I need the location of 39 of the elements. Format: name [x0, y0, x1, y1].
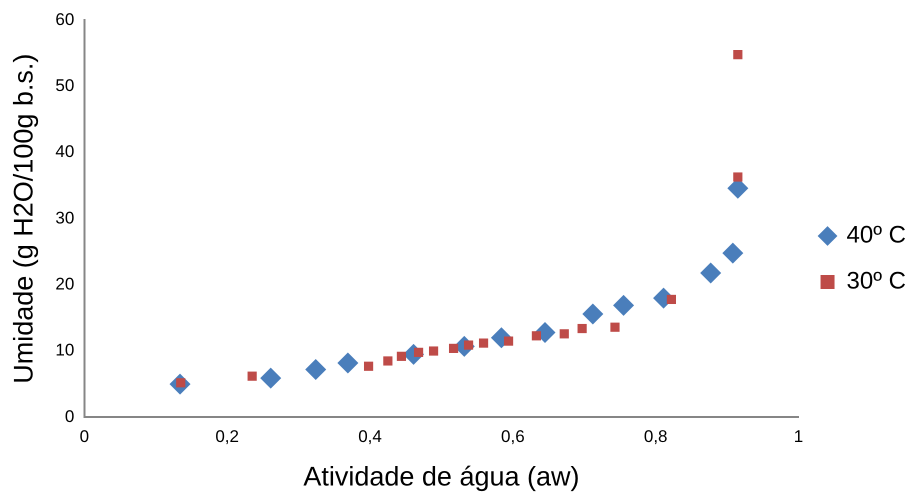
y-axis-title: Umidade (g H2O/100g b.s.)	[8, 54, 39, 384]
x-tick-label: 0	[80, 427, 90, 446]
point	[666, 294, 676, 304]
y-tick-label: 50	[55, 76, 74, 96]
x-tick-label: 0,2	[215, 427, 239, 446]
point	[428, 346, 438, 356]
point	[613, 294, 634, 316]
point	[383, 356, 392, 366]
y-tick-label: 60	[55, 10, 74, 29]
x-axis-title: Atividade de água (aw)	[303, 461, 580, 492]
point	[248, 372, 257, 381]
point	[337, 352, 358, 374]
y-tick-label: 10	[55, 340, 74, 360]
point	[364, 362, 374, 371]
point	[478, 338, 488, 348]
point	[560, 329, 569, 338]
point	[504, 336, 514, 346]
y-tick-label: 0	[64, 406, 74, 426]
legend-label: 30º C	[846, 268, 906, 295]
point	[610, 322, 620, 332]
y-tick-label: 20	[55, 274, 74, 294]
x-tick-label: 0,4	[358, 427, 382, 446]
point	[260, 368, 282, 389]
legend-label: 40º C	[846, 222, 906, 249]
point	[448, 344, 458, 353]
x-tick-label: 1	[794, 427, 804, 446]
x-tick-label: 0,8	[644, 427, 668, 446]
point	[305, 359, 326, 380]
y-tick-label: 30	[55, 208, 74, 228]
point	[733, 172, 742, 182]
point	[578, 324, 587, 334]
point	[396, 352, 406, 361]
point	[532, 331, 542, 340]
y-tick-label: 40	[55, 142, 74, 162]
point	[700, 262, 722, 284]
point	[733, 50, 742, 60]
point	[582, 303, 604, 324]
point	[722, 242, 744, 264]
x-tick-label: 0,6	[501, 427, 525, 446]
